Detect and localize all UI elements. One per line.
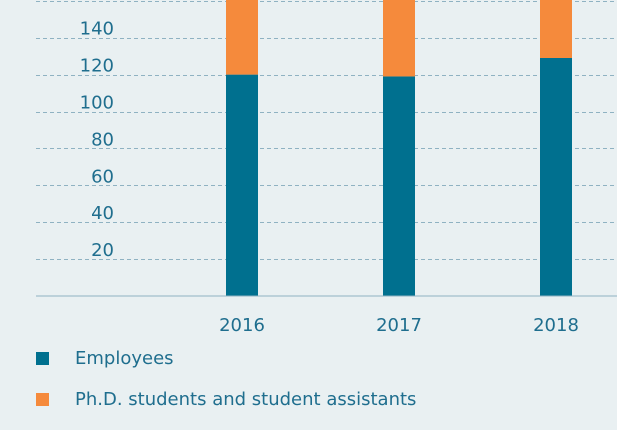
y-tick-label-40: 40 [91,203,114,224]
legend-swatch-phd-students [36,392,49,406]
bar-2017-employees [383,76,415,296]
legend-item-employees: Employees [36,347,416,369]
x-tick-label-2016: 2016 [219,315,265,336]
bar-2018-phd-students [540,0,572,58]
bar-2018-employees [540,57,572,297]
legend-item-phd-students: Ph.D. students and student assistants [36,388,417,410]
y-tick-label-60: 60 [91,166,114,187]
y-axis-tick-labels: 20 40 60 80 100 120 140 160 [80,0,114,261]
bars [226,0,572,297]
y-tick-label-140: 140 [80,19,114,40]
bar-2017-phd-students [383,0,415,77]
stacked-bar-chart: 20 40 60 80 100 120 140 160 2016 2017 2018 [36,0,617,336]
x-tick-label-2017: 2017 [376,315,422,336]
bar-2016-phd-students [226,0,258,75]
y-tick-label-100: 100 [80,93,114,114]
legend-swatch-employees [36,351,49,365]
legend: Employees Ph.D. students and student ass… [36,348,416,430]
legend-label-phd-students: Ph.D. students and student assistants [75,388,417,410]
gridlines [36,1,617,260]
y-tick-label-80: 80 [91,129,114,150]
y-tick-label-160: 160 [80,0,114,3]
y-tick-label-120: 120 [80,56,114,77]
bar-2016-employees [226,74,258,296]
x-axis-tick-labels: 2016 2017 2018 [219,315,579,336]
x-tick-label-2018: 2018 [533,315,579,336]
legend-label-employees: Employees [75,347,174,369]
y-tick-label-20: 20 [91,240,114,261]
